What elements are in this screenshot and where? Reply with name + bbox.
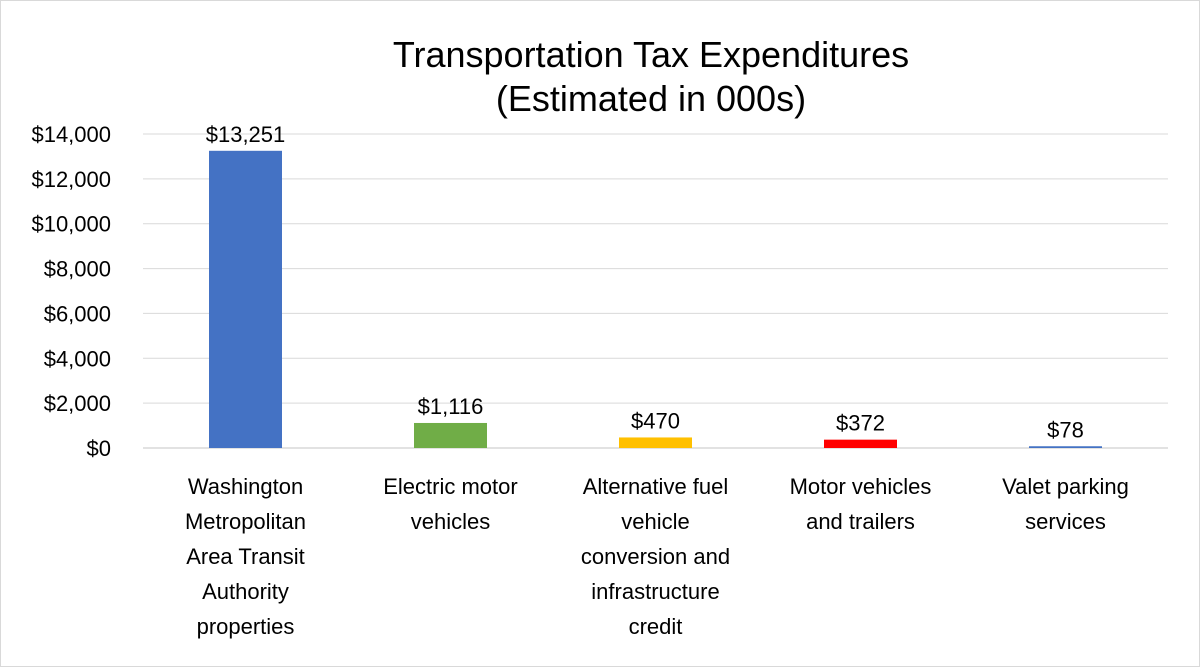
category-label: Alternative fuel vehicle conversion and inf… [581,474,730,639]
category-label-line: credit [629,614,683,639]
bar [209,150,282,448]
category-label-line: Valet parking [1002,474,1129,499]
category-label-line: Metropolitan [185,509,306,534]
category-label-line: properties [197,614,295,639]
chart-title-line: (Estimated in 000s) [496,78,806,119]
y-tick-label: $4,000 [44,346,111,371]
data-labels: $13,251 $1,116 $470 $372 $78 [206,122,1084,442]
data-label: $78 [1047,417,1084,442]
bar [619,437,692,448]
category-label-line: conversion and [581,544,730,569]
category-label: Electric motor vehicles [383,474,517,534]
category-label-line: Electric motor [383,474,517,499]
category-label-line: and trailers [806,509,915,534]
bar [824,439,897,448]
category-label-line: Authority [202,579,289,604]
y-tick-label: $14,000 [31,122,111,147]
category-label-line: Area Transit [186,544,305,569]
category-label-line: Alternative fuel [583,474,729,499]
category-label: Motor vehicles and trailers [790,474,932,534]
category-label: Valet parking services [1002,474,1129,534]
category-labels: Washington Metropolitan Area Transit Author… [185,474,1129,639]
category-label-line: vehicle [621,509,689,534]
y-tick-label: $6,000 [44,301,111,326]
data-label: $470 [631,408,680,433]
category-label-line: Washington [188,474,303,499]
data-label: $372 [836,411,885,436]
gridlines [143,133,1168,449]
y-tick-label: $0 [87,436,111,461]
category-label-line: services [1025,509,1106,534]
category-label: Washington Metropolitan Area Transit Author… [185,474,306,639]
category-label-line: vehicles [411,509,490,534]
category-label-line: Motor vehicles [790,474,932,499]
y-axis-tick-labels: $0 $2,000 $4,000 $6,000 $8,000 $10,000 $12,000… [31,122,111,461]
chart-title: Transportation Tax Expenditures (Estimate… [393,34,909,119]
category-label-line: infrastructure [591,579,719,604]
data-label: $1,116 [418,394,484,419]
y-tick-label: $10,000 [31,212,111,237]
y-tick-label: $2,000 [44,391,111,416]
data-label: $13,251 [206,122,286,147]
y-tick-label: $12,000 [31,167,111,192]
bar [1029,446,1102,448]
bar [414,422,487,448]
bars [209,150,1102,448]
chart-title-line: Transportation Tax Expenditures [393,34,909,75]
y-tick-label: $8,000 [44,257,111,282]
